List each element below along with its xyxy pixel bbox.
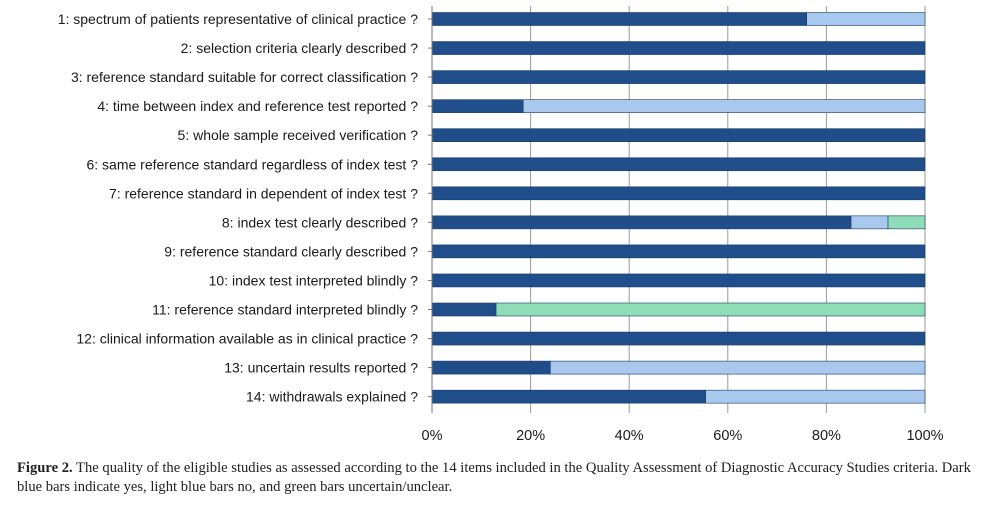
bar-segment-1 [431,389,706,404]
stacked-bar-chart: 1: spectrum of patients representative o… [58,6,944,444]
x-tick-label: 40% [615,428,644,444]
bar-segment-1 [431,41,926,55]
bar-segment-2 [705,389,926,404]
bars [431,12,926,404]
caption-label: Figure 2. [17,460,73,476]
bar-segment-1 [431,331,926,346]
category-label: 10: index test interpreted blindly ? [209,272,419,288]
category-label: 4: time between index and reference test… [97,98,418,114]
bar-segment-1 [431,128,926,142]
grid-lines [431,6,926,413]
category-label: 6: same reference standard regardless of… [86,156,418,172]
category-label: 7: reference standard in dependent of in… [109,185,418,201]
bar-segment-1 [431,273,926,288]
bar-segment-2 [522,99,926,113]
bar-segment-1 [431,157,926,172]
figure-caption: Figure 2. The quality of the eligible st… [17,459,985,497]
category-label: 9: reference standard clearly described … [164,243,418,259]
category-label: 11: reference standard interpreted blind… [152,302,418,318]
category-label: 12: clinical information available as in… [76,331,418,347]
bar-segment-1 [431,360,551,375]
category-label: 14: withdrawals explained ? [246,389,418,405]
category-label: 13: uncertain results reported ? [224,360,418,376]
category-label: 2: selection criteria clearly described … [181,40,419,56]
bar-segment-1 [431,244,926,259]
bar-segment-2 [850,215,889,230]
x-tick-label: 20% [516,428,545,444]
category-label: 5: whole sample received verification ? [178,127,419,143]
x-tick-labels: 0% 20% 40% 60% 80% 100% [422,428,944,444]
category-label: 3: reference standard suitable for corre… [71,69,418,85]
bar-segment-3 [887,215,926,230]
bar-segment-1 [431,99,524,113]
x-tick-label: 60% [713,428,742,444]
axes [428,6,433,413]
x-tick-label: 0% [422,428,443,444]
bar-segment-2 [550,360,926,375]
bar-segment-1 [431,302,497,317]
bar-segment-2 [806,12,926,26]
bar-segment-1 [431,186,926,201]
category-label: 1: spectrum of patients representative o… [58,11,419,27]
x-tick-label: 80% [812,428,841,444]
category-labels: 1: spectrum of patients representative o… [58,11,419,405]
bar-segment-1 [431,70,926,84]
bar-segment-1 [431,12,807,26]
category-label: 8: index test clearly described ? [222,214,418,230]
bar-segment-3 [495,302,926,317]
bar-segment-1 [431,215,852,230]
caption-text: The quality of the eligible studies as a… [17,460,971,495]
x-tick-label: 100% [906,428,943,444]
